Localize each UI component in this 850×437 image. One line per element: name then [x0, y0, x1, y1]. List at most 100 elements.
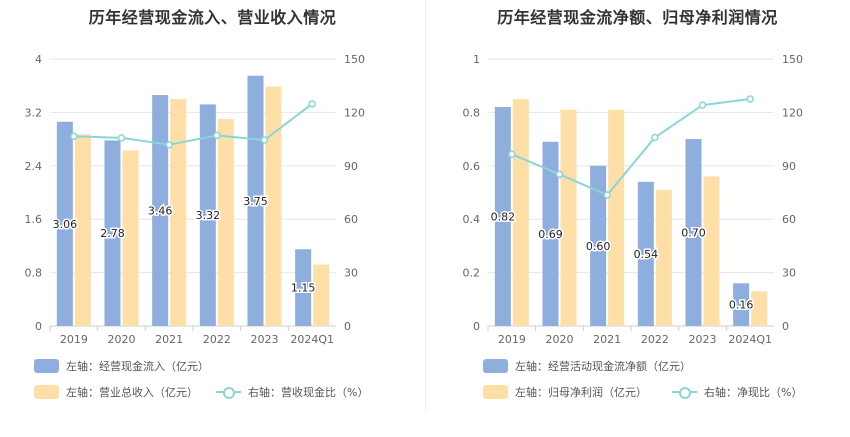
- y-right-tick-label: 0: [782, 320, 789, 333]
- y-left-tick-label: 0.8: [463, 106, 481, 119]
- bar-net-profit: [608, 109, 625, 326]
- legend-label: 左轴：经营现金流入（亿元）: [66, 360, 209, 373]
- bar-operating-net-cash: [590, 165, 607, 326]
- ratio-line: [511, 98, 751, 197]
- ratio-point: [308, 100, 316, 108]
- bar-cash-inflow: [56, 121, 73, 327]
- x-tick-label: 2020: [546, 333, 574, 346]
- y-left-tick-label: 4: [35, 53, 42, 66]
- ratio-line: [73, 103, 313, 146]
- y-right-tick-label: 60: [344, 213, 358, 226]
- y-left-tick-label: 0: [473, 320, 480, 333]
- data-label: 0.69: [538, 228, 563, 241]
- panel-divider: [425, 0, 426, 410]
- bar-revenue: [122, 150, 139, 326]
- ratio-point: [165, 141, 173, 149]
- legend-item-cash-inflow[interactable]: 左轴：经营现金流入（亿元）: [34, 358, 209, 374]
- bar-operating-net-cash: [637, 181, 654, 326]
- y-right-tick-label: 90: [344, 160, 358, 173]
- x-tick-label: 2022: [203, 333, 231, 346]
- y-left-tick-label: 1: [473, 53, 480, 66]
- y-right-tick-label: 90: [782, 160, 796, 173]
- y-left-tick-label: 0.4: [463, 213, 481, 226]
- x-tick-label: 2021: [593, 333, 621, 346]
- legend-label: 左轴：营业总收入（亿元）: [66, 386, 198, 399]
- bar-revenue: [217, 119, 234, 326]
- y-left-tick-label: 0.2: [463, 267, 481, 280]
- legend-line-swatch: [672, 385, 697, 399]
- bar-net-profit: [703, 176, 720, 326]
- ratio-point: [651, 133, 659, 142]
- y-left-tick-label: 1.6: [25, 213, 43, 226]
- ratio-point: [746, 95, 754, 103]
- y-right-tick-label: 30: [344, 267, 358, 280]
- y-left-tick-label: 0.6: [463, 160, 481, 173]
- data-label: 1.15: [291, 282, 316, 295]
- x-tick-label: 2019: [498, 333, 526, 346]
- bar-operating-net-cash: [733, 283, 750, 326]
- ratio-point: [260, 136, 269, 144]
- bar-net-profit: [655, 189, 672, 326]
- data-label: 3.32: [196, 209, 221, 222]
- legend-item-net-profit[interactable]: 左轴：归母净利润（亿元）: [483, 384, 647, 400]
- legend-swatch: [34, 359, 59, 373]
- data-label: 0.60: [586, 240, 611, 253]
- chart-title: 历年经营现金流入、营业收入情况: [88, 8, 337, 27]
- ratio-point: [603, 191, 611, 199]
- bar-cash-inflow: [152, 95, 169, 326]
- x-tick-label: 2020: [108, 333, 136, 346]
- y-right-tick-label: 120: [782, 106, 803, 119]
- bar-net-profit: [751, 291, 768, 326]
- legend-item-cash-revenue-ratio[interactable]: 右轴：营收现金比（%）: [216, 384, 368, 400]
- bar-operating-net-cash: [542, 141, 559, 326]
- bar-cash-inflow: [295, 249, 312, 326]
- legend-item-operating-net-cash[interactable]: 左轴：经营活动现金流净额（亿元）: [483, 358, 691, 374]
- bar-revenue: [170, 99, 187, 326]
- y-left-tick-label: 0.8: [25, 267, 43, 280]
- bar-net-profit: [512, 99, 529, 326]
- ratio-point: [698, 101, 707, 109]
- bar-revenue: [313, 264, 330, 326]
- chart-panel-cash-inflow: 历年经营现金流入、营业收入情况 0 0 0.8 30 1.6 60 2.4 90 3.2 120 4…: [25, 8, 368, 400]
- bar-operating-net-cash: [494, 107, 511, 326]
- chart-panel-net-cash: 历年经营现金流净额、归母净利润情况 0 0 0.2 30 0.4 60 0.6 90 0.8 12…: [425, 0, 850, 437]
- x-tick-label: 2024Q1: [290, 333, 334, 346]
- bar-revenue: [265, 86, 282, 327]
- legend-swatch: [483, 359, 508, 373]
- y-right-tick-label: 30: [782, 267, 796, 280]
- y-right-tick-label: 150: [782, 53, 803, 66]
- bar-revenue: [74, 134, 91, 326]
- data-label: 3.06: [53, 218, 78, 231]
- y-right-tick-label: 60: [782, 213, 796, 226]
- data-label: 0.82: [491, 211, 515, 224]
- chart-plot-net-cash: 0 0 0.2 30 0.4 60 0.6 90 0.8 120 1 150 2019 0.82 2020 0…: [463, 53, 804, 346]
- y-right-tick-label: 150: [344, 53, 365, 66]
- legend-item-net-cash-ratio[interactable]: 右轴：净现比（%）: [672, 384, 802, 400]
- ratio-point: [555, 170, 564, 179]
- legend-swatch: [483, 385, 508, 399]
- x-tick-label: 2023: [251, 333, 279, 346]
- y-left-tick-label: 2.4: [25, 160, 43, 173]
- ratio-point: [117, 134, 126, 142]
- data-label: 3.75: [243, 195, 268, 208]
- chart-plot-cash-inflow: 0 0 0.8 30 1.6 60 2.4 90 3.2 120 4 150 2019 3.06 2020 2…: [25, 53, 366, 346]
- legend-item-revenue[interactable]: 左轴：营业总收入（亿元）: [34, 384, 198, 400]
- legend-label: 左轴：归母净利润（亿元）: [515, 386, 647, 399]
- bar-net-profit: [560, 109, 577, 326]
- y-right-tick-label: 0: [344, 320, 351, 333]
- x-tick-label: 2024Q1: [728, 333, 772, 346]
- x-tick-label: 2023: [689, 333, 717, 346]
- ratio-point: [213, 131, 221, 140]
- y-right-tick-label: 120: [344, 106, 365, 119]
- legend-label: 左轴：经营活动现金流净额（亿元）: [515, 360, 691, 373]
- y-left-tick-label: 0: [35, 320, 42, 333]
- bar-operating-net-cash: [685, 139, 702, 326]
- x-tick-label: 2021: [155, 333, 183, 346]
- bar-cash-inflow: [199, 104, 216, 326]
- data-label: 2.78: [100, 227, 125, 240]
- x-tick-label: 2022: [641, 333, 669, 346]
- ratio-point: [70, 132, 78, 141]
- ratio-point: [508, 150, 516, 158]
- legend-label: 右轴：净现比（%）: [704, 386, 803, 399]
- bar-cash-inflow: [104, 140, 121, 326]
